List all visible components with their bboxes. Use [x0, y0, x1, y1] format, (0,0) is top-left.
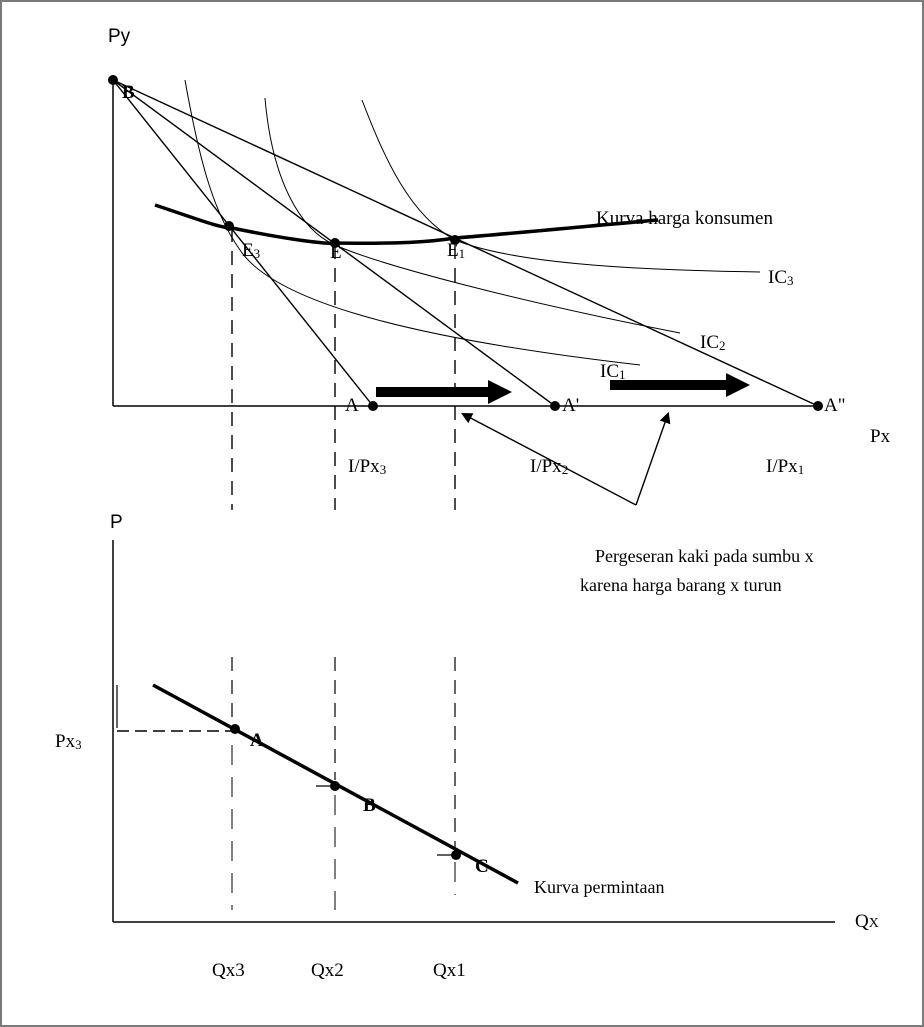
point-e-label: E: [330, 242, 342, 263]
demand-point-a-label: A: [250, 730, 264, 751]
indifference-curve-2: [264, 97, 681, 334]
price-label: Px3: [55, 731, 82, 752]
point-e1: [450, 235, 460, 245]
point-a: [368, 401, 378, 411]
annotation-line-1: Pergeseran kaki pada sumbu x: [595, 546, 814, 566]
intercept-label-1: I/Px3: [348, 456, 386, 477]
point-e: [330, 238, 340, 248]
qx2-label: Qx2: [311, 960, 344, 981]
demand-point-b-label: B: [363, 795, 376, 816]
point-a-label: A: [345, 395, 359, 416]
point-e3-label: E3: [242, 240, 260, 261]
ic3-label: IC3: [768, 267, 794, 288]
demand-point-a: [230, 724, 240, 734]
demand-point-c: [451, 850, 461, 860]
point-b-label: B: [122, 82, 135, 103]
ic1-label: IC1: [600, 361, 626, 382]
annotation-arrow-left: [461, 412, 637, 506]
top-x-axis-label: Px: [870, 426, 891, 447]
demand-point-c-label: C: [475, 856, 489, 877]
bottom-y-axis-label: P: [110, 512, 123, 533]
top-y-axis-label: Py: [108, 26, 131, 47]
guide-lines: [231, 228, 456, 510]
point-a-double-prime: [813, 401, 823, 411]
budget-line-1: [112, 79, 374, 407]
demand-point-b: [330, 781, 340, 791]
top-chart: Py Px Kurva harga konsumen IC3 IC2 IC1 B…: [108, 26, 891, 506]
annotation-line-2: karena harga barang x turun: [580, 575, 782, 595]
intercept-label-3: I/Px1: [766, 456, 804, 477]
point-a-prime-label: A': [562, 395, 579, 416]
budget-line-3: [112, 79, 819, 407]
indifference-curve-1: [184, 79, 641, 366]
annotation-arrow-right: [635, 411, 671, 506]
intercept-label-2: I/Px2: [530, 456, 568, 477]
bottom-chart: P QX Px3 Kurva permintaan A B C: [55, 512, 879, 981]
shift-arrow-1-head: [488, 380, 512, 404]
point-b: [108, 75, 118, 85]
bottom-x-axis-label: QX: [855, 911, 879, 932]
price-consumption-curve-label: Kurva harga konsumen: [596, 208, 773, 229]
shift-arrow-2-head: [726, 373, 750, 397]
point-a-double-prime-label: A": [824, 395, 845, 416]
qx1-label: Qx1: [433, 960, 466, 981]
point-a-prime: [550, 401, 560, 411]
qx3-label: Qx3: [212, 960, 245, 981]
demand-curve-label: Kurva permintaan: [534, 877, 664, 897]
ic2-label: IC2: [700, 332, 726, 353]
indifference-curve-3: [361, 99, 761, 273]
point-e1-label: E1: [447, 240, 465, 261]
